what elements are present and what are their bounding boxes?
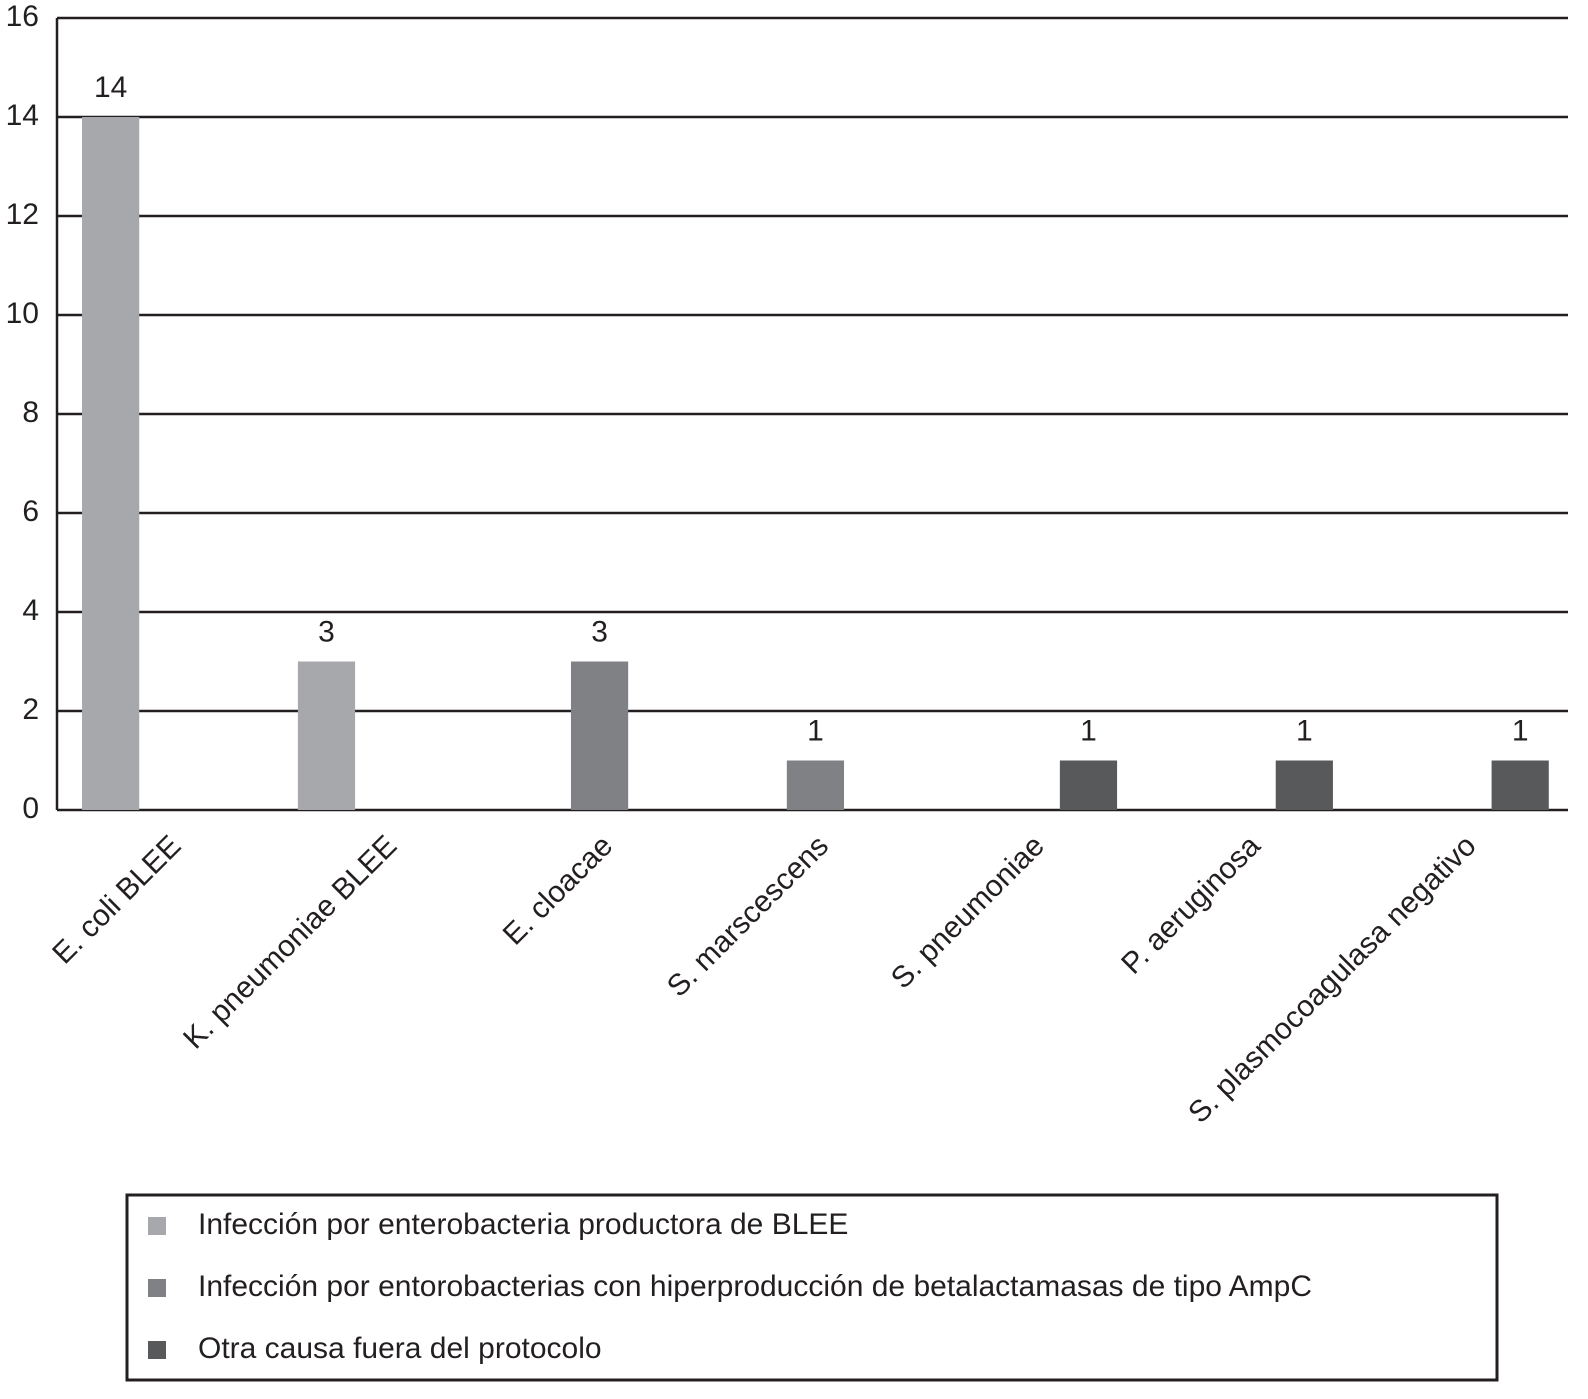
y-tick-label: 12 [6,198,39,231]
bar [1059,760,1118,810]
y-tick-label: 6 [22,495,39,528]
data-label: 14 [94,71,127,104]
legend-label: Infección por enterobacteria productora … [198,1208,848,1241]
legend-label: Otra causa fuera del protocolo [198,1332,602,1365]
data-label: 1 [807,714,824,747]
data-label: 1 [1512,714,1529,747]
x-tick-label: S. pneumoniae [885,829,1051,995]
x-tick-label: S. marscescens [661,829,835,1003]
legend-label: Infección por entorobacterias con hiperp… [198,1270,1312,1303]
y-tick-label: 14 [6,99,39,132]
legend-swatch [148,1217,166,1235]
bar [297,661,356,810]
data-label: 1 [1080,714,1097,747]
legend-swatch [148,1341,166,1359]
y-tick-label: 2 [22,693,39,726]
x-tick-label: K. pneumoniae BLEE [177,829,403,1055]
y-tick-label: 8 [22,396,39,429]
bar [82,117,140,810]
bar [1275,760,1333,810]
y-tick-label: 16 [6,0,39,33]
x-tick-label: E. cloacae [497,829,619,951]
legend-swatch [148,1279,166,1297]
bar [786,760,845,810]
bar [1491,760,1549,810]
bar [570,661,629,810]
legend-box [125,1193,1499,1382]
y-tick-label: 0 [22,792,39,825]
data-label: 3 [318,615,335,648]
y-tick-label: 4 [22,594,39,627]
data-label: 3 [591,615,608,648]
data-label: 1 [1296,714,1313,747]
y-tick-label: 10 [6,297,39,330]
x-tick-label: P. aeruginosa [1115,829,1267,981]
x-tick-label: E. coli BLEE [46,829,187,970]
